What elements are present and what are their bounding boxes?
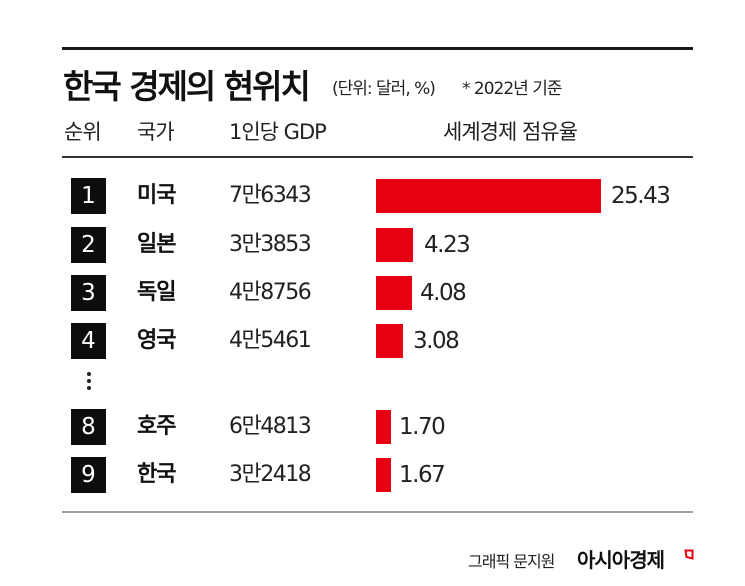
basis-note: * 2022년 기준 — [462, 79, 562, 99]
top-rule — [62, 47, 693, 50]
column-header-rank: 순위 — [64, 120, 102, 144]
rank-badge: 8 — [71, 409, 106, 445]
graphic-credit: 그래픽 문지원 — [468, 552, 555, 571]
country-name: 일본 — [137, 232, 176, 257]
column-header-share: 세계경제 점유율 — [443, 120, 578, 144]
table-row: 1 미국 7만6343 25.43 — [0, 178, 745, 214]
country-name: 영국 — [137, 328, 176, 353]
brand-logo-text: 아시아경제 — [577, 548, 665, 572]
table-row: 2 일본 3만3853 4.23 — [0, 227, 745, 263]
brand-mark-icon — [684, 549, 694, 560]
gdp-value: 3만2418 — [229, 462, 312, 487]
header-rule — [62, 156, 693, 158]
gdp-value: 4만5461 — [229, 328, 312, 353]
share-bar — [376, 228, 413, 262]
share-value: 1.67 — [399, 462, 446, 488]
gdp-value: 3만3853 — [229, 232, 312, 257]
table-row: 9 한국 3만2418 1.67 — [0, 457, 745, 493]
share-bar — [376, 179, 601, 213]
rank-badge: 3 — [71, 275, 106, 311]
share-value: 4.23 — [424, 232, 471, 258]
rank-badge: 9 — [71, 457, 106, 493]
bottom-rule — [62, 511, 693, 513]
unit-note: (단위: 달러, %) — [332, 79, 436, 99]
share-value: 4.08 — [420, 280, 467, 306]
chart-title: 한국 경제의 현위치 — [63, 67, 311, 106]
share-bar — [376, 324, 403, 358]
country-name: 독일 — [137, 280, 176, 305]
column-header-gdp: 1인당 GDP — [229, 120, 327, 144]
table-row: 3 독일 4만8756 4.08 — [0, 275, 745, 311]
ellipsis-vertical-icon — [86, 372, 92, 393]
gdp-value: 7만6343 — [229, 183, 312, 208]
rank-badge: 2 — [71, 227, 106, 263]
table-row: 8 호주 6만4813 1.70 — [0, 409, 745, 445]
country-name: 미국 — [137, 183, 176, 208]
column-header-country: 국가 — [137, 120, 175, 144]
table-row: 4 영국 4만5461 3.08 — [0, 323, 745, 359]
share-bar — [376, 410, 391, 444]
share-value: 3.08 — [413, 328, 460, 354]
rank-badge: 1 — [71, 178, 106, 214]
share-bar — [376, 458, 391, 492]
gdp-value: 6만4813 — [229, 414, 312, 439]
share-value: 1.70 — [399, 414, 446, 440]
country-name: 호주 — [137, 414, 176, 439]
country-name: 한국 — [137, 462, 176, 487]
rank-badge: 4 — [71, 323, 106, 359]
gdp-value: 4만8756 — [229, 280, 312, 305]
share-value: 25.43 — [611, 183, 671, 209]
share-bar — [376, 276, 412, 310]
